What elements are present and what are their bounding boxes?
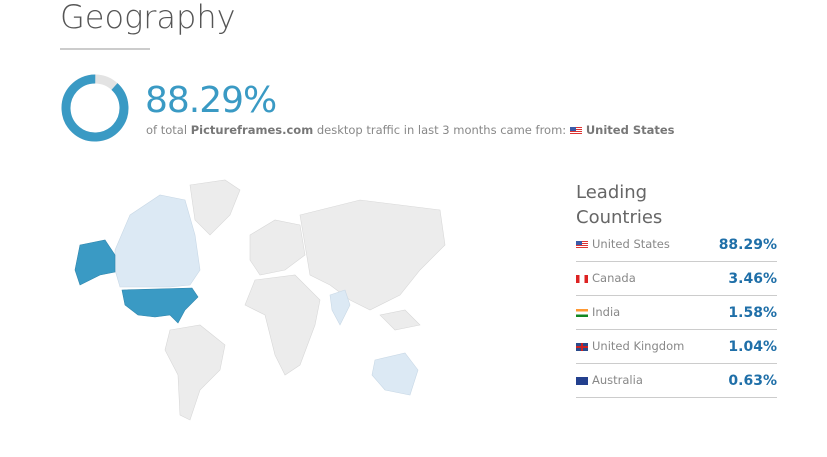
us-flag-icon (576, 240, 588, 249)
canada (114, 194, 201, 288)
greenland (189, 179, 241, 236)
usa (121, 287, 199, 324)
country-row[interactable]: India 1.58% (576, 296, 777, 330)
leading-countries-title: Leading Countries (576, 182, 663, 228)
share-donut-chart (61, 74, 129, 142)
india-flag-icon (576, 308, 588, 317)
donut-arc (61, 74, 129, 142)
uk-flag-icon (576, 342, 588, 351)
country-name[interactable]: United Kingdom (592, 339, 685, 353)
world-map[interactable] (60, 175, 460, 425)
top-percent: 88.29% (145, 80, 277, 121)
country-name[interactable]: United States (592, 237, 670, 251)
country-name[interactable]: Australia (592, 373, 643, 387)
section-title: Geography (60, 0, 236, 36)
summary-text: of total Pictureframes.com desktop traff… (146, 123, 675, 137)
country-name-cell: United Kingdom (576, 339, 684, 353)
country-name[interactable]: India (592, 305, 621, 319)
india (329, 289, 351, 326)
title-underline (60, 48, 150, 50)
country-row[interactable]: United States 88.29% (576, 228, 777, 262)
country-row[interactable]: Canada 3.46% (576, 262, 777, 296)
country-name[interactable]: Canada (592, 271, 636, 285)
us-flag-icon (569, 126, 582, 135)
country-row[interactable]: Australia 0.63% (576, 364, 777, 398)
site-name: Pictureframes.com (190, 123, 314, 137)
country-share: 88.29% (718, 237, 777, 253)
south-america (164, 324, 226, 421)
se-asia (379, 309, 421, 331)
country-name-cell: United States (576, 237, 670, 251)
country-name-cell: Canada (576, 271, 636, 285)
summary-country: United States (585, 123, 675, 137)
country-name-cell: India (576, 305, 620, 319)
alaska (74, 239, 116, 286)
country-share: 3.46% (728, 271, 777, 287)
australia-flag-icon (576, 376, 588, 385)
leading-countries-list: United States 88.29% Canada 3.46% India 1.58%… (576, 228, 777, 398)
country-share: 1.58% (728, 305, 777, 321)
summary-middle: desktop traffic in last 3 months came fr… (316, 123, 567, 137)
country-name-cell: Australia (576, 373, 643, 387)
summary-prefix: of total (146, 123, 188, 137)
europe (249, 219, 306, 276)
australia (371, 352, 419, 396)
canada-flag-icon (576, 274, 588, 283)
asia (299, 199, 446, 311)
country-row[interactable]: United Kingdom 1.04% (576, 330, 777, 364)
country-share: 0.63% (728, 373, 777, 389)
africa (244, 274, 321, 376)
country-share: 1.04% (728, 339, 777, 355)
